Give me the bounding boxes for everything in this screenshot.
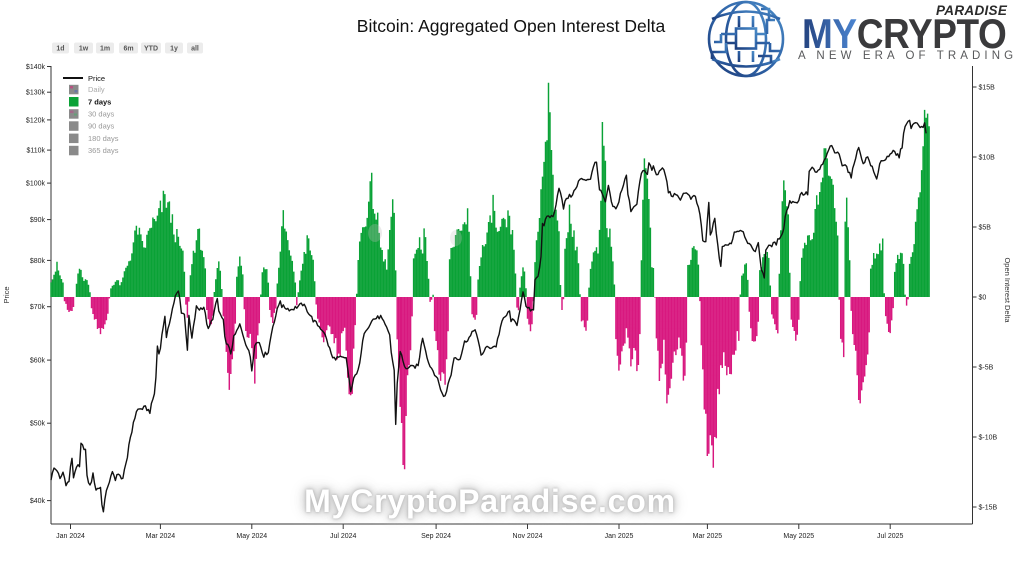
svg-text:$-5B: $-5B <box>979 364 994 371</box>
svg-text:$100k: $100k <box>26 181 46 188</box>
svg-text:May 2024: May 2024 <box>236 533 267 540</box>
svg-text:Jul 2024: Jul 2024 <box>330 533 357 540</box>
svg-text:$130k: $130k <box>26 90 46 97</box>
svg-text:6m: 6m <box>123 46 133 53</box>
svg-text:1y: 1y <box>170 46 178 53</box>
svg-text:$15B: $15B <box>979 84 996 91</box>
svg-text:$120k: $120k <box>26 117 46 124</box>
svg-text:30 days: 30 days <box>88 110 115 119</box>
svg-text:Jan 2024: Jan 2024 <box>56 533 85 540</box>
svg-text:Mar 2024: Mar 2024 <box>146 533 176 540</box>
svg-text:$-10B: $-10B <box>979 434 998 441</box>
svg-text:Open Interest Delta: Open Interest Delta <box>1003 257 1012 323</box>
svg-text:Nov 2024: Nov 2024 <box>513 533 543 540</box>
svg-text:all: all <box>191 46 199 53</box>
svg-text:$40k: $40k <box>30 498 46 505</box>
svg-text:$60k: $60k <box>30 358 46 365</box>
svg-text:$80k: $80k <box>30 258 46 265</box>
svg-text:Jul 2025: Jul 2025 <box>877 533 904 540</box>
svg-text:180 days: 180 days <box>88 134 119 143</box>
svg-text:$0: $0 <box>979 294 987 301</box>
svg-text:$10B: $10B <box>979 154 996 161</box>
svg-text:$90k: $90k <box>30 217 46 224</box>
svg-text:Jan 2025: Jan 2025 <box>605 533 634 540</box>
svg-text:Sep 2024: Sep 2024 <box>421 533 451 540</box>
svg-text:$5B: $5B <box>979 224 992 231</box>
svg-text:YTD: YTD <box>144 46 158 53</box>
svg-text:Price: Price <box>2 286 11 303</box>
svg-text:1d: 1d <box>56 46 64 53</box>
svg-text:7 days: 7 days <box>88 97 111 106</box>
svg-text:1w: 1w <box>79 46 89 53</box>
svg-text:$110k: $110k <box>26 148 45 155</box>
svg-text:90 days: 90 days <box>88 122 115 131</box>
svg-text:$140k: $140k <box>26 64 46 71</box>
svg-text:Daily: Daily <box>88 85 105 94</box>
svg-text:Price: Price <box>88 74 105 83</box>
svg-text:365 days: 365 days <box>88 146 119 155</box>
svg-text:1m: 1m <box>100 46 110 53</box>
svg-text:$-15B: $-15B <box>979 504 998 511</box>
svg-text:Mar 2025: Mar 2025 <box>693 533 723 540</box>
svg-text:$70k: $70k <box>30 304 46 311</box>
svg-text:May 2025: May 2025 <box>783 533 814 540</box>
svg-text:Bitcoin: Aggregated Open Inter: Bitcoin: Aggregated Open Interest Delta <box>357 16 666 36</box>
svg-text:$50k: $50k <box>30 421 46 428</box>
